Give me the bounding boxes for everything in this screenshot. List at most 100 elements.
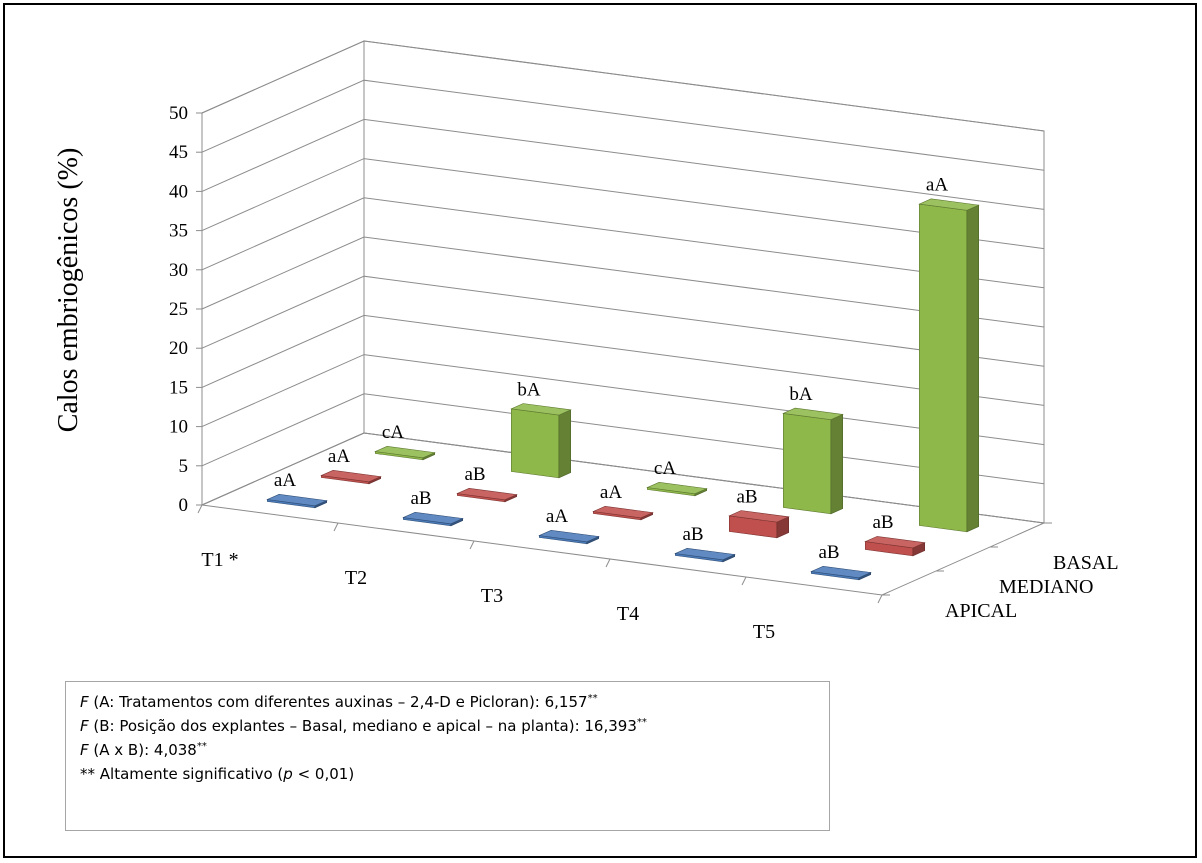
gridline <box>201 118 1045 210</box>
significance-mark: ** <box>587 693 598 704</box>
bar-top-face <box>646 481 708 495</box>
depth-category-label: BASAL <box>1053 552 1119 574</box>
y-tick-label: 45 <box>169 142 188 163</box>
bar-data-label: cA <box>382 422 404 443</box>
bar-top-face <box>510 403 572 416</box>
bar-data-label: aA <box>274 470 296 491</box>
bar-front-face <box>782 413 832 515</box>
bar-data-label: aB <box>410 488 431 509</box>
bar-apical-3 <box>538 529 600 545</box>
bar-data-label: aB <box>736 486 757 507</box>
y-tick-label: 35 <box>169 221 188 242</box>
bar-mediano-2 <box>456 487 518 503</box>
bar-data-label: cA <box>654 458 676 479</box>
bar-data-label: aA <box>600 482 622 503</box>
bar-top-face <box>374 445 436 459</box>
x-category-label: T3 <box>481 585 503 607</box>
x-category-label: T1 * <box>201 549 238 571</box>
bar-data-label: bA <box>517 379 541 400</box>
significance-mark: ** <box>196 741 207 752</box>
bar-side-face <box>830 413 844 515</box>
bar-basal-1 <box>374 445 436 461</box>
y-tick-label: 15 <box>169 377 188 398</box>
bar-top-face <box>538 529 600 543</box>
stat-text: (B: Posição dos explantes – Basal, media… <box>88 717 637 735</box>
bar-apical-4 <box>674 547 736 563</box>
gridline <box>201 393 1045 485</box>
bar-apical-2 <box>402 511 464 527</box>
bar-apical-5 <box>810 565 872 581</box>
bar-front-face <box>918 203 968 533</box>
x-tick-mark <box>197 504 203 514</box>
bar-top-face <box>402 511 464 525</box>
bar-data-label: aB <box>464 464 485 485</box>
y-tick-label: 30 <box>169 260 188 281</box>
bar-basal-5 <box>918 198 980 533</box>
y-tick-labels: 0 5 10 15 20 25 30 35 40 45 50 <box>169 103 188 516</box>
bar-mediano-3 <box>592 505 654 521</box>
x-tick-mark <box>741 576 747 586</box>
gridline <box>201 275 1045 367</box>
bar-basal-2 <box>510 403 572 479</box>
bar-top-face <box>456 487 518 501</box>
bar-top-face <box>864 536 926 549</box>
bar-mediano-4 <box>728 510 790 539</box>
figure-frame: 0 5 10 15 20 25 30 35 40 45 50 cA bA cA bA aA aA aB aA aB a… <box>3 3 1197 858</box>
f-symbol: F <box>80 741 89 759</box>
y-tick-label: 5 <box>179 456 189 477</box>
x-tick-mark <box>469 540 475 550</box>
depth-category-label: APICAL <box>945 600 1017 622</box>
stat-line-b: F (B: Posição dos explantes – Basal, med… <box>80 714 829 738</box>
x-tick-mark <box>333 522 339 532</box>
bar-top-face <box>320 469 382 483</box>
gridline <box>201 314 1045 406</box>
stat-text: (A x B): 4,038 <box>88 741 197 759</box>
gridline <box>201 197 1045 289</box>
gridline <box>201 158 1045 250</box>
chart-bars <box>266 198 980 581</box>
gridline <box>201 40 1045 132</box>
bar-data-label: aB <box>682 524 703 545</box>
stat-text: < 0,01) <box>292 765 355 783</box>
f-symbol: F <box>80 717 89 735</box>
x-tick-mark <box>605 558 611 568</box>
bar-basal-3 <box>646 481 708 497</box>
bar-side-face <box>966 204 980 533</box>
y-tick-label: 50 <box>169 103 188 124</box>
x-category-label: T2 <box>345 567 367 589</box>
bar-top-face <box>782 407 844 421</box>
bar-top-face <box>266 493 328 507</box>
y-tick-label: 10 <box>169 417 188 438</box>
chart-3d-bar: 0 5 10 15 20 25 30 35 40 45 50 cA bA cA bA aA aA aB aA aB a… <box>53 40 1119 643</box>
y-tick-label: 0 <box>179 495 189 516</box>
bar-side-face <box>558 409 572 479</box>
bar-mediano-1 <box>320 469 382 485</box>
stat-line-axb: F (A x B): 4,038** <box>80 738 829 762</box>
bar-data-label: aA <box>546 506 568 527</box>
chart-gridlines <box>196 40 1052 604</box>
bar-data-labels: cA bA cA bA aA aA aB aA aB aB aA aB aA aB aB <box>274 175 948 563</box>
depth-category-label: MEDIANO <box>999 576 1093 598</box>
bar-data-label: bA <box>789 384 813 405</box>
bar-top-face <box>728 510 790 523</box>
bar-data-label: aB <box>818 542 839 563</box>
gridline <box>201 79 1045 171</box>
bar-top-face <box>810 565 872 579</box>
bar-basal-4 <box>782 407 844 515</box>
bar-top-face <box>674 547 736 561</box>
y-tick-label: 20 <box>169 338 188 359</box>
bar-top-face <box>918 198 980 211</box>
gridline <box>201 236 1045 328</box>
y-axis-label: Calos embriogênicos (%) <box>53 148 84 433</box>
x-category-label: T4 <box>617 603 639 625</box>
x-category-labels: T1 * T2 T3 T4 T5 <box>201 549 775 643</box>
stat-line-significance: ** Altamente significativo (p < 0,01) <box>80 762 829 786</box>
stat-line-a: F (A: Tratamentos com diferentes auxinas… <box>80 690 829 714</box>
bar-data-label: aA <box>926 175 948 196</box>
y-tick-label: 25 <box>169 299 188 320</box>
significance-mark: ** <box>636 717 647 728</box>
statistics-box: F (A: Tratamentos com diferentes auxinas… <box>65 681 830 831</box>
bar-top-face <box>592 505 654 519</box>
p-symbol: p <box>283 765 293 783</box>
